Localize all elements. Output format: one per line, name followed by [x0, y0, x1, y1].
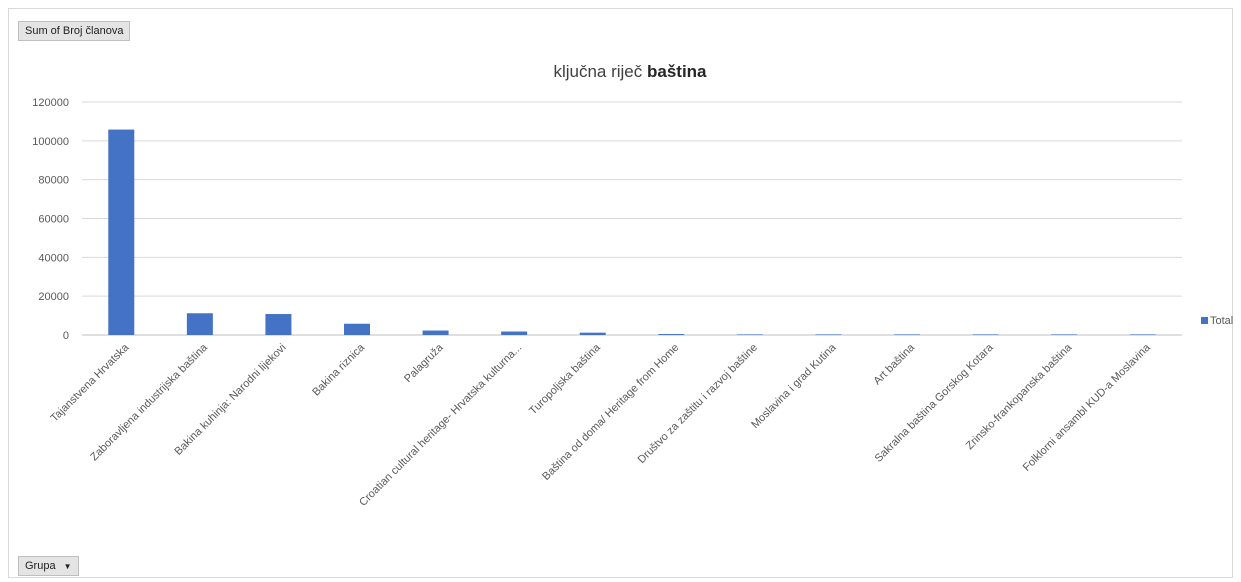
bar[interactable] [1129, 334, 1156, 335]
x-tick-label: Tajanstvena Hrvatska [49, 341, 132, 424]
bar[interactable] [344, 323, 370, 335]
legend: Total [1201, 315, 1233, 327]
chart-area [8, 8, 1233, 578]
x-tick-label: Turopoljska baština [527, 341, 603, 417]
y-tick-label: 100000 [32, 136, 69, 148]
x-tick-label: Folklorni ansambl KUD-a Moslavina [1021, 341, 1154, 474]
y-tick-label: 80000 [38, 175, 69, 187]
axis-field-button[interactable]: Grupa ▼ [18, 556, 79, 576]
y-tick-label: 20000 [38, 291, 69, 303]
bar[interactable] [579, 332, 606, 335]
legend-label: Total [1210, 315, 1233, 327]
bar[interactable] [108, 129, 135, 335]
values-field-label: Sum of Broj članova [25, 25, 124, 37]
x-tick-label: Bakina riznica [310, 341, 368, 399]
y-tick-label: 60000 [38, 214, 69, 226]
values-field-button[interactable]: Sum of Broj članova [18, 21, 131, 41]
legend-swatch [1201, 317, 1208, 324]
chart-title: ključna riječ baština [553, 62, 707, 81]
bar[interactable] [972, 334, 999, 335]
x-tick-label: Croatian cultural heritage- Hrvatska kul… [357, 342, 524, 509]
bar[interactable] [501, 331, 528, 335]
y-tick-label: 120000 [32, 97, 69, 109]
bar[interactable] [815, 334, 842, 335]
bar[interactable] [186, 313, 213, 335]
bar[interactable] [894, 334, 920, 335]
x-tick-label: Art baština [871, 341, 917, 387]
x-tick-label: Palagruža [402, 341, 446, 385]
bar[interactable] [1051, 334, 1078, 335]
bar[interactable] [736, 334, 763, 335]
bar[interactable] [265, 314, 292, 335]
x-tick-label: Baština od doma/ Heritage from Home [540, 342, 681, 483]
bar[interactable] [658, 334, 685, 335]
y-tick-label: 40000 [38, 252, 69, 264]
dropdown-arrow-icon[interactable]: ▼ [63, 562, 72, 571]
axis-field-label: Grupa [25, 560, 56, 572]
x-tick-label: Moslavina i grad Kutina [749, 341, 839, 431]
bar[interactable] [422, 330, 449, 335]
y-tick-label: 0 [63, 330, 69, 342]
